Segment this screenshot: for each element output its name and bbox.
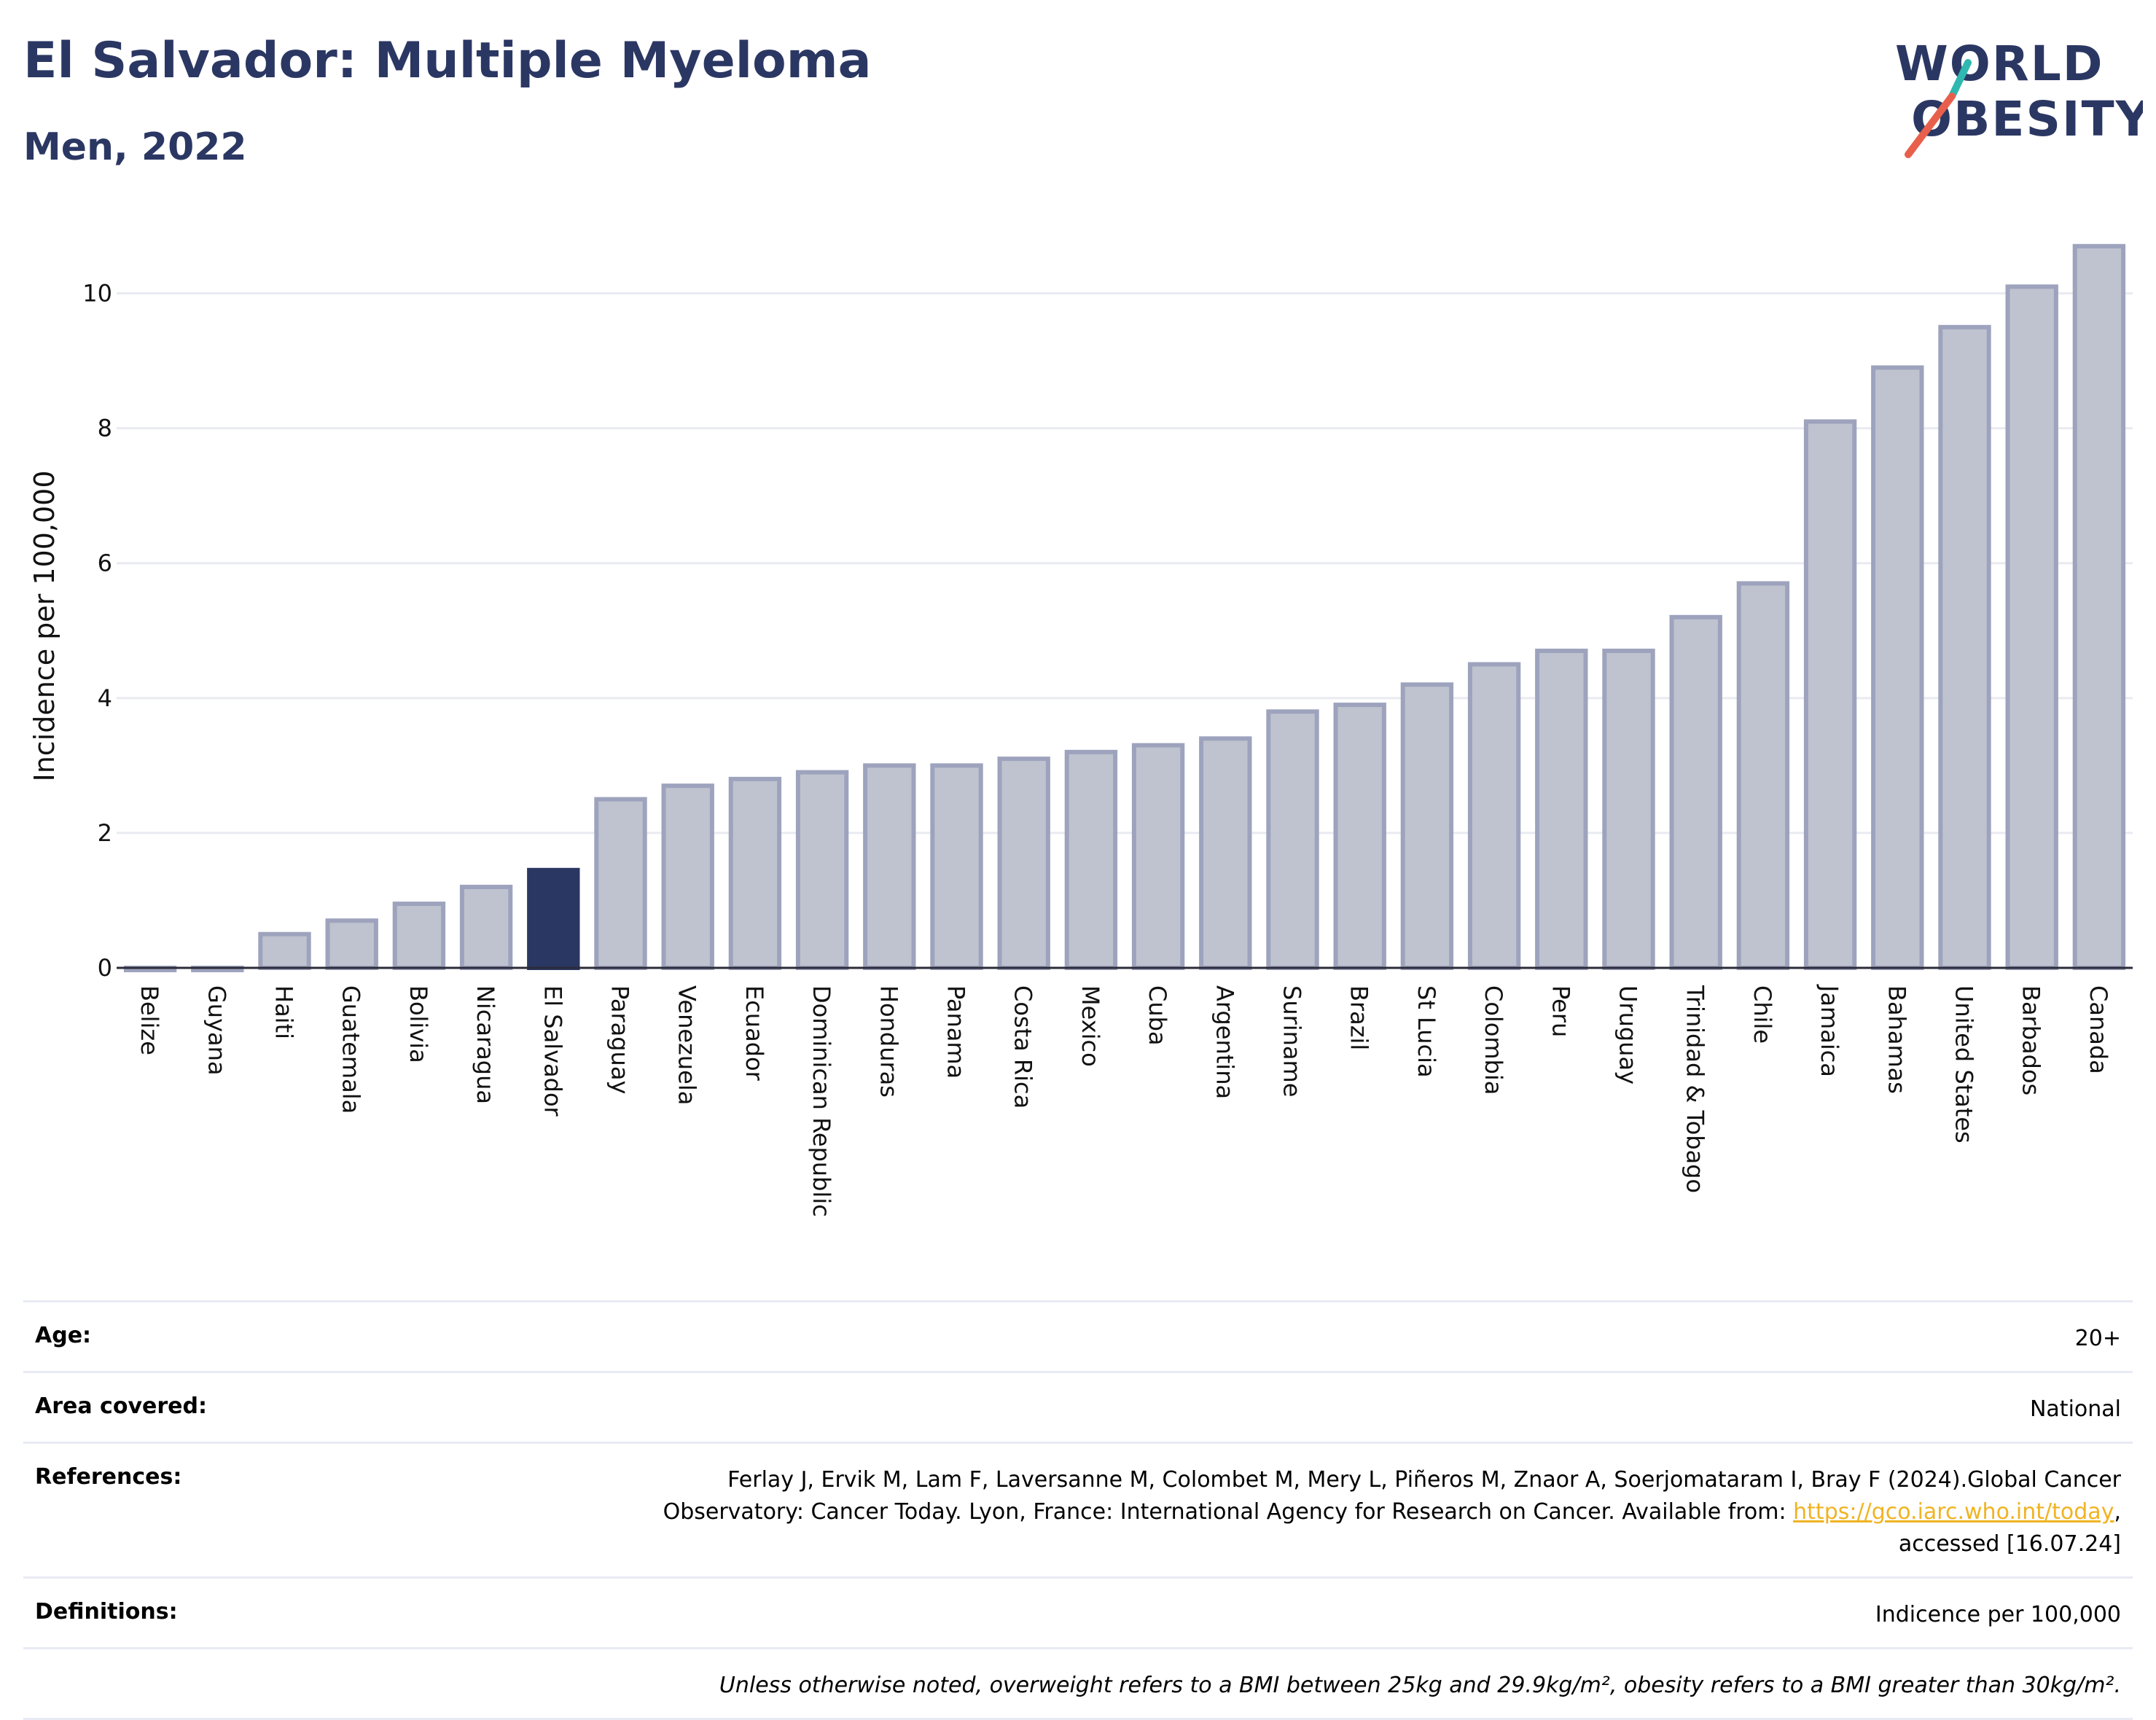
- references-label: References:: [35, 1464, 182, 1490]
- info-table: Age: 20+ Area covered: National Referenc…: [23, 1300, 2133, 1720]
- bar-honduras: [863, 763, 916, 970]
- references-line2-end: ,: [2114, 1499, 2121, 1525]
- x-tick-label: Uruguay: [1614, 985, 1642, 1084]
- area-value: National: [2029, 1396, 2121, 1422]
- bar-brazil: [1333, 703, 1386, 971]
- x-tick-label: Honduras: [875, 985, 902, 1098]
- x-tick-label: Peru: [1547, 985, 1574, 1037]
- bar-bahamas: [1871, 365, 1924, 970]
- bar-argentina: [1199, 736, 1252, 970]
- age-value: 20+: [2074, 1326, 2121, 1351]
- x-tick-label: St Lucia: [1413, 985, 1440, 1078]
- references-link[interactable]: https://gco.iarc.who.int/today: [1793, 1499, 2114, 1525]
- x-tick-label: Nicaragua: [472, 985, 499, 1104]
- x-tick-label: Barbados: [2018, 985, 2045, 1095]
- grid-lines: [117, 292, 2133, 834]
- bar-barbados: [2005, 284, 2058, 971]
- info-row-area: Area covered: National: [23, 1371, 2133, 1442]
- definitions-value: Indicence per 100,000: [1875, 1602, 2121, 1627]
- x-tick-label: Guatemala: [337, 985, 365, 1114]
- x-tick-label: Suriname: [1278, 985, 1306, 1097]
- info-row-note: Unless otherwise noted, overweight refer…: [23, 1647, 2133, 1720]
- bar-costa-rica: [997, 757, 1050, 970]
- bar-suriname: [1266, 709, 1319, 970]
- x-tick-label: Mexico: [1077, 985, 1104, 1067]
- bar-nicaragua: [459, 884, 513, 970]
- x-tick-label: Costa Rica: [1009, 985, 1037, 1109]
- x-tick-label: Panama: [942, 985, 970, 1079]
- bar-bolivia: [392, 902, 446, 971]
- definitions-label: Definitions:: [35, 1599, 178, 1625]
- x-tick-label: Ecuador: [741, 985, 768, 1082]
- bar-united-states: [1938, 324, 1991, 970]
- bar-colombia: [1467, 662, 1521, 971]
- y-axis-label: Incidence per 100,000: [28, 470, 60, 781]
- bar-panama: [930, 763, 983, 970]
- world-obesity-logo: WORLD OBESITY: [1895, 36, 2143, 158]
- x-tick-label: Cuba: [1144, 985, 1171, 1046]
- bar-paraguay: [594, 797, 647, 970]
- bar-canada: [2072, 243, 2126, 971]
- bar-chart: 0 2 4 6 8 10 Belize Guyana Haiti Guatemala Bolivi…: [28, 243, 2133, 1217]
- references-line3: accessed [16.07.24]: [1898, 1531, 2121, 1557]
- bar-dominican-republic: [795, 770, 849, 970]
- area-label: Area covered:: [35, 1393, 207, 1419]
- references-line2: Observatory: Cancer Today. Lyon, France:…: [663, 1499, 1794, 1525]
- x-tick-label: Trinidad & Tobago: [1682, 985, 1709, 1193]
- age-label: Age:: [35, 1323, 92, 1348]
- x-tick-label: Belize: [136, 985, 163, 1055]
- x-tick-label: Bolivia: [405, 985, 432, 1063]
- info-row-definitions: Definitions: Indicence per 100,000: [23, 1576, 2133, 1647]
- bar-guatemala: [325, 918, 378, 971]
- y-tick-label: 6: [98, 550, 112, 577]
- logo-line1: WORLD: [1895, 36, 2104, 92]
- x-tick-label: Canada: [2085, 985, 2112, 1074]
- x-tick-label: Chile: [1749, 985, 1776, 1044]
- x-tick-label: Haiti: [270, 985, 298, 1039]
- x-axis-labels: Belize Guyana Haiti Guatemala Bolivia Nicarag…: [136, 984, 2112, 1217]
- bar-jamaica: [1803, 419, 1857, 970]
- x-tick-label: Paraguay: [606, 985, 634, 1094]
- x-tick-label: Brazil: [1345, 985, 1373, 1050]
- definition-note: Unless otherwise noted, overweight refer…: [719, 1673, 2121, 1698]
- info-row-age: Age: 20+: [23, 1300, 2133, 1371]
- bar-st-lucia: [1400, 682, 1454, 970]
- logo-slash-teal: [1948, 59, 1972, 100]
- bar-chile: [1736, 581, 1790, 970]
- bars: [123, 243, 2126, 972]
- y-tick-label: 4: [98, 684, 112, 712]
- x-tick-label: El Salvador: [539, 985, 566, 1117]
- y-tick-label: 10: [82, 280, 112, 308]
- x-tick-label: Guyana: [203, 985, 230, 1076]
- y-tick-label: 8: [98, 415, 112, 442]
- chart-title: El Salvador: Multiple Myeloma: [23, 32, 872, 90]
- info-row-references: References: Ferlay J, Ervik M, Lam F, La…: [23, 1442, 2133, 1576]
- x-tick-label: Venezuela: [673, 985, 701, 1105]
- x-tick-label: Bahamas: [1883, 985, 1910, 1094]
- references-line1: Ferlay J, Ervik M, Lam F, Laversanne M, …: [727, 1467, 2121, 1493]
- bar-trinidad-tobago: [1669, 614, 1722, 970]
- logo-slash-red: [1905, 93, 1956, 158]
- bar-haiti: [258, 931, 311, 971]
- y-axis-ticks: 0 2 4 6 8 10: [82, 280, 112, 982]
- bar-peru: [1535, 649, 1588, 970]
- x-tick-label: Dominican Republic: [808, 985, 835, 1217]
- x-tick-label: Argentina: [1211, 985, 1238, 1099]
- bar-el-salvador: [527, 867, 580, 970]
- y-tick-label: 0: [98, 954, 112, 982]
- chart-subtitle: Men, 2022: [23, 125, 247, 169]
- x-tick-label: Jamaica: [1816, 984, 1843, 1077]
- y-tick-label: 2: [98, 819, 112, 847]
- bar-cuba: [1131, 743, 1185, 970]
- bar-mexico: [1064, 749, 1118, 970]
- bar-ecuador: [728, 776, 782, 970]
- bar-venezuela: [661, 783, 714, 970]
- references-value: Ferlay J, Ervik M, Lam F, Laversanne M, …: [663, 1464, 2121, 1560]
- x-tick-label: United States: [1950, 985, 1978, 1144]
- bar-uruguay: [1602, 649, 1655, 970]
- x-tick-label: Colombia: [1480, 985, 1507, 1095]
